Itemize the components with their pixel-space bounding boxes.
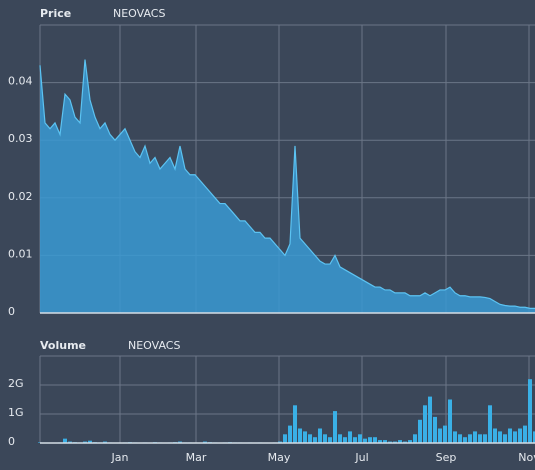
y-tick-label: 0 <box>8 435 15 448</box>
volume-bar <box>473 431 477 443</box>
volume-bar <box>533 431 535 443</box>
volume-bar <box>378 440 382 443</box>
x-tick-label: May <box>268 451 291 464</box>
volume-bar <box>443 425 447 443</box>
volume-bar <box>343 437 347 443</box>
volume-bar <box>293 405 297 443</box>
volume-bar <box>338 434 342 443</box>
volume-bar <box>493 428 497 443</box>
volume-bar <box>448 399 452 443</box>
x-tick-label: Sep <box>436 451 457 464</box>
volume-bar <box>423 405 427 443</box>
volume-bar <box>503 434 507 443</box>
price-area <box>40 59 535 314</box>
volume-bar <box>433 416 437 443</box>
volume-bar <box>508 428 512 443</box>
volume-bar <box>398 440 402 443</box>
volume-bar <box>353 437 357 443</box>
panel-title: Volume <box>40 339 86 352</box>
volume-bar <box>428 396 432 443</box>
volume-bar <box>478 434 482 443</box>
y-tick-label: 0.02 <box>8 190 33 203</box>
volume-bar <box>463 437 467 443</box>
volume-bar <box>368 437 372 443</box>
x-tick-label: Mar <box>186 451 207 464</box>
volume-bar <box>308 434 312 443</box>
volume-bar <box>383 440 387 443</box>
volume-bar <box>523 425 527 443</box>
volume-bar <box>328 437 332 443</box>
volume-bar <box>418 419 422 443</box>
volume-bar <box>288 425 292 443</box>
panel-subtitle: NEOVACS <box>128 339 180 352</box>
volume-bar <box>323 434 327 443</box>
panel-title: Price <box>40 7 71 20</box>
volume-bar <box>438 428 442 443</box>
volume-bar <box>413 434 417 443</box>
volume-bar <box>313 437 317 443</box>
volume-bar <box>63 438 67 443</box>
volume-bar <box>333 411 337 443</box>
y-tick-label: 0.01 <box>8 247 33 260</box>
volume-bar <box>483 434 487 443</box>
volume-bar <box>518 428 522 443</box>
y-tick-label: 1G <box>8 406 24 419</box>
volume-bar <box>298 428 302 443</box>
y-tick-label: 0.03 <box>8 132 33 145</box>
x-tick-label: Nov <box>518 451 535 464</box>
y-tick-label: 2G <box>8 377 24 390</box>
panel-subtitle: NEOVACS <box>113 7 165 20</box>
volume-bar <box>513 431 517 443</box>
volume-bar <box>283 434 287 443</box>
volume-bar <box>88 440 92 443</box>
volume-bar <box>453 431 457 443</box>
volume-bar <box>363 438 367 443</box>
volume-bar <box>458 434 462 443</box>
volume-bar <box>373 437 377 443</box>
volume-bar <box>498 431 502 443</box>
y-tick-label: 0 <box>8 305 15 318</box>
x-tick-label: Jul <box>354 451 368 464</box>
volume-bar <box>528 379 532 443</box>
volume-bar <box>303 431 307 443</box>
volume-bar <box>348 431 352 443</box>
volume-bar <box>318 428 322 443</box>
volume-bar <box>358 434 362 443</box>
volume-bar <box>488 405 492 443</box>
x-tick-label: Jan <box>111 451 129 464</box>
volume-bar <box>408 440 412 443</box>
volume-bar <box>468 434 472 443</box>
y-tick-label: 0.04 <box>8 75 33 88</box>
price-line <box>39 59 535 309</box>
